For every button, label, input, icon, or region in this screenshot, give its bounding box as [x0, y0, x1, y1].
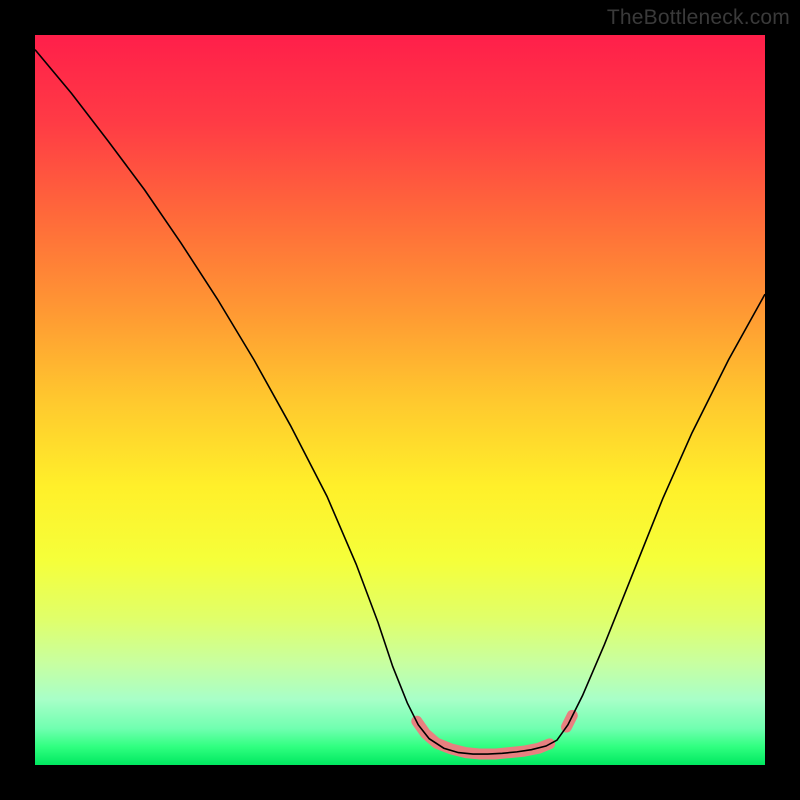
watermark-text: TheBottleneck.com: [607, 6, 790, 30]
bottleneck-curve: [35, 50, 765, 754]
chart-svg: [35, 35, 765, 765]
optimal-range-highlight: [417, 715, 572, 754]
plot-area: [35, 35, 765, 765]
